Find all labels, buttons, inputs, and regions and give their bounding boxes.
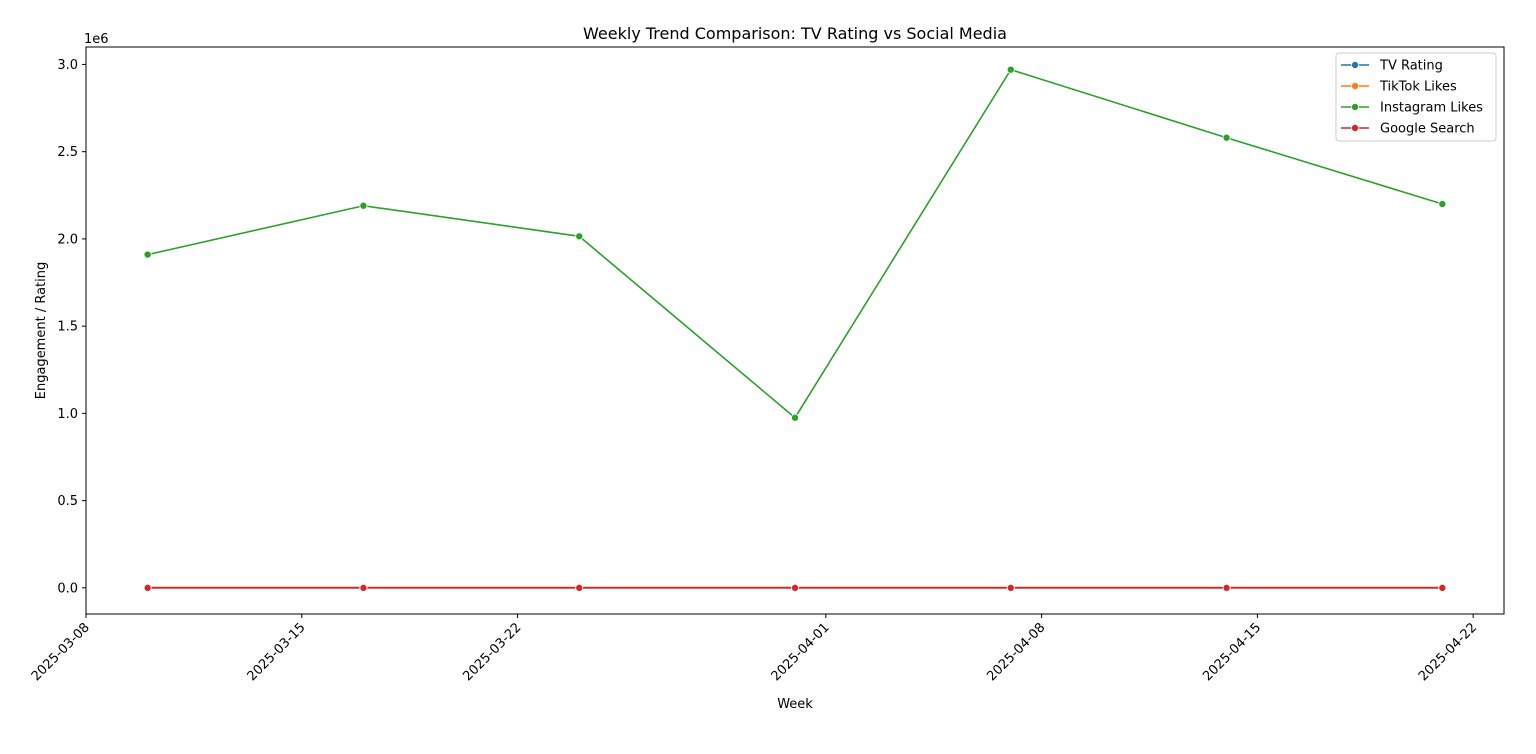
legend-label: Instagram Likes [1380,101,1483,116]
y-axis-label: Engagement / Rating [34,262,49,399]
y-axis-offset-label: 1e6 [84,32,109,47]
legend-marker [1351,61,1360,70]
data-point [1438,583,1447,592]
series-google-search [143,583,1447,592]
legend-marker [1351,82,1360,91]
data-point [791,413,800,422]
data-point [143,583,152,592]
data-point [1438,200,1447,209]
y-tick-label: 1.5 [57,320,78,335]
legend-box [1335,52,1497,142]
legend-marker [1351,103,1360,112]
data-point [359,201,368,210]
data-point [575,232,584,241]
data-point [1006,65,1015,74]
legend-item: Google Search [1341,122,1475,137]
data-point [575,583,584,592]
plot-frame [85,46,1505,615]
legend-item: TikTok Likes [1341,80,1457,95]
data-point [1222,133,1231,142]
y-tick-label: 1.0 [57,407,78,422]
data-point [1222,583,1231,592]
y-tick-label: 0.0 [57,581,78,596]
legend-label: Google Search [1380,122,1475,137]
series-instagram-likes [143,65,1447,422]
legend-marker [1351,124,1360,133]
y-axis: 0.0 0.5 1.0 1.5 2.0 2.5 3.0 [57,58,86,596]
chart-title: Weekly Trend Comparison: TV Rating vs So… [583,24,1007,43]
y-tick-label: 3.0 [57,58,78,73]
legend: TV Rating TikTok Likes Instagram Likes Goog… [1335,52,1497,142]
legend-label: TikTok Likes [1379,80,1457,95]
x-axis-label: Week [777,697,813,712]
data-point [1006,583,1015,592]
data-point [143,250,152,259]
y-tick-label: 2.0 [57,232,78,247]
y-tick-label: 2.5 [57,145,78,160]
legend-item: Instagram Likes [1341,101,1483,116]
data-point [791,583,800,592]
legend-item: TV Rating [1341,59,1443,74]
legend-label: TV Rating [1379,59,1443,74]
y-tick-label: 0.5 [57,494,78,509]
data-point [359,583,368,592]
series-layer [143,65,1447,592]
